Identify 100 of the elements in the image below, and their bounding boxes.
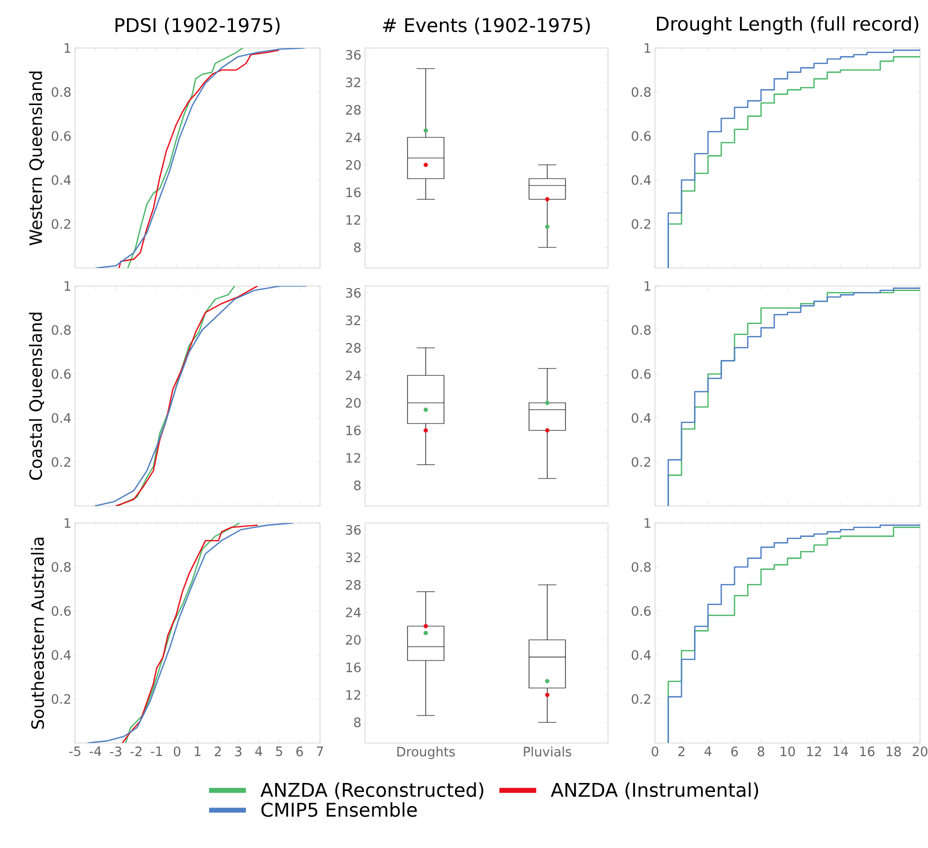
x-tick-label: -2 bbox=[130, 746, 142, 756]
y-tick-label: 32 bbox=[346, 552, 360, 562]
x-tick-label: 6 bbox=[731, 746, 738, 756]
y-tick-label: 8 bbox=[354, 717, 361, 728]
y-tick-label: 0.8 bbox=[632, 562, 651, 572]
point bbox=[545, 678, 550, 684]
point bbox=[424, 128, 428, 133]
y-tick-label: 1 bbox=[644, 518, 650, 528]
x-tick-label: 6 bbox=[296, 746, 303, 756]
y-tick-label: 0.8 bbox=[52, 87, 71, 97]
y-tick-label: 12 bbox=[346, 453, 360, 463]
y-tick-label: 0.8 bbox=[52, 325, 71, 335]
y-tick-label: 0.2 bbox=[632, 694, 650, 704]
point bbox=[424, 630, 428, 636]
line-series bbox=[115, 286, 258, 506]
x-tick-label: 20 bbox=[912, 746, 928, 756]
x-tick-label: 5 bbox=[276, 746, 282, 756]
x-tick-label: 7 bbox=[316, 746, 324, 756]
x-tick-label: Pluvials bbox=[524, 746, 572, 757]
x-tick-label: Droughts bbox=[397, 746, 455, 760]
y-axis-title: Western Queensland bbox=[28, 72, 44, 246]
y-tick-label: 28 bbox=[346, 342, 361, 353]
y-axis-title: Coastal Queensland bbox=[28, 312, 44, 480]
y-tick-label: 0.2 bbox=[52, 219, 70, 229]
y-tick-label: 0.8 bbox=[632, 87, 651, 97]
y-tick-label: 1 bbox=[64, 518, 70, 528]
x-tick-label: 0 bbox=[652, 746, 658, 756]
y-tick-label: 0.6 bbox=[632, 131, 651, 141]
legend-label: ANZDA (Reconstructed) bbox=[260, 782, 484, 800]
x-tick-label: 10 bbox=[780, 746, 795, 756]
y-tick-label: 32 bbox=[346, 77, 360, 88]
x-tick-label: 12 bbox=[807, 746, 821, 756]
y-tick-label: 0.8 bbox=[632, 325, 651, 335]
x-tick-label: 0 bbox=[174, 746, 180, 756]
y-tick-label: 0.6 bbox=[52, 131, 71, 141]
y-tick-label: 8 bbox=[354, 242, 361, 252]
y-tick-label: 20 bbox=[346, 634, 361, 645]
x-tick-label: 16 bbox=[860, 746, 874, 756]
legend-label: CMIP5 Ensemble bbox=[261, 802, 417, 817]
y-tick-label: 20 bbox=[346, 160, 361, 170]
y-tick-label: 0.2 bbox=[632, 219, 650, 229]
x-tick-label: -5 bbox=[69, 746, 80, 756]
point bbox=[424, 408, 428, 412]
y-tick-label: 0.4 bbox=[52, 413, 71, 423]
x-tick-label: 8 bbox=[758, 746, 764, 756]
y-tick-label: 0.6 bbox=[632, 369, 651, 379]
y-tick-label: 32 bbox=[346, 315, 360, 326]
y-tick-label: 36 bbox=[346, 288, 361, 298]
point bbox=[545, 428, 550, 433]
point bbox=[424, 624, 428, 628]
x-tick-label: 1 bbox=[194, 746, 200, 756]
line-series bbox=[86, 523, 294, 743]
y-tick-label: 0.4 bbox=[52, 175, 71, 185]
y-tick-label: 0.8 bbox=[52, 562, 71, 572]
line-series bbox=[127, 48, 244, 268]
point bbox=[424, 162, 428, 168]
y-tick-label: 0.2 bbox=[52, 694, 70, 704]
x-tick-label: 3 bbox=[235, 746, 242, 756]
x-tick-label: 2 bbox=[678, 746, 684, 756]
y-tick-label: 28 bbox=[346, 104, 361, 115]
y-tick-label: 1 bbox=[644, 43, 650, 53]
y-tick-label: 36 bbox=[346, 50, 361, 60]
line-series bbox=[96, 48, 306, 268]
y-tick-label: 0.4 bbox=[632, 650, 651, 660]
line-series bbox=[122, 524, 258, 743]
y-tick-label: 0.4 bbox=[632, 413, 651, 423]
y-tick-label: 0.4 bbox=[632, 175, 651, 185]
x-tick-label: -4 bbox=[90, 746, 102, 756]
y-tick-label: 24 bbox=[346, 132, 361, 142]
line-series bbox=[94, 286, 307, 506]
y-tick-label: 0.2 bbox=[52, 457, 70, 467]
y-tick-label: 12 bbox=[346, 215, 360, 225]
y-tick-label: 24 bbox=[346, 370, 361, 380]
x-tick-label: -3 bbox=[110, 746, 122, 756]
y-tick-label: 16 bbox=[346, 425, 361, 436]
chart-title: # Events (1902-1975) bbox=[382, 18, 590, 35]
y-tick-label: 0.2 bbox=[632, 457, 650, 467]
point bbox=[545, 197, 550, 202]
legend-label: ANZDA (Instrumental) bbox=[550, 782, 758, 800]
x-tick-label: 2 bbox=[214, 746, 221, 756]
x-tick-label: 18 bbox=[886, 746, 901, 756]
y-tick-label: 1 bbox=[64, 43, 70, 53]
y-tick-label: 20 bbox=[346, 398, 361, 408]
y-tick-label: 1 bbox=[64, 281, 70, 291]
y-tick-label: 8 bbox=[354, 480, 361, 490]
y-tick-label: 24 bbox=[346, 608, 361, 618]
x-tick-label: 14 bbox=[834, 746, 848, 756]
y-tick-label: 16 bbox=[346, 662, 361, 672]
line-series bbox=[118, 50, 280, 268]
y-tick-label: 0.6 bbox=[632, 606, 651, 616]
point bbox=[545, 692, 550, 698]
x-tick-label: 4 bbox=[704, 746, 712, 756]
x-tick-label: -1 bbox=[150, 746, 162, 756]
point bbox=[545, 400, 550, 406]
chart-title: PDSI (1902-1975) bbox=[116, 18, 280, 35]
line-series bbox=[124, 523, 240, 743]
x-tick-label: 4 bbox=[255, 746, 262, 756]
y-tick-label: 0.6 bbox=[52, 369, 71, 379]
y-tick-label: 0.6 bbox=[52, 606, 71, 616]
y-tick-label: 1 bbox=[644, 281, 650, 291]
